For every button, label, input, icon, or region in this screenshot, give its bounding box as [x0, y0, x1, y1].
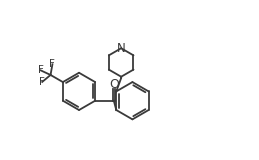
- Text: F: F: [39, 77, 45, 87]
- Text: N: N: [117, 42, 126, 55]
- Text: O: O: [109, 78, 119, 91]
- Text: F: F: [49, 59, 55, 69]
- Text: F: F: [38, 65, 44, 75]
